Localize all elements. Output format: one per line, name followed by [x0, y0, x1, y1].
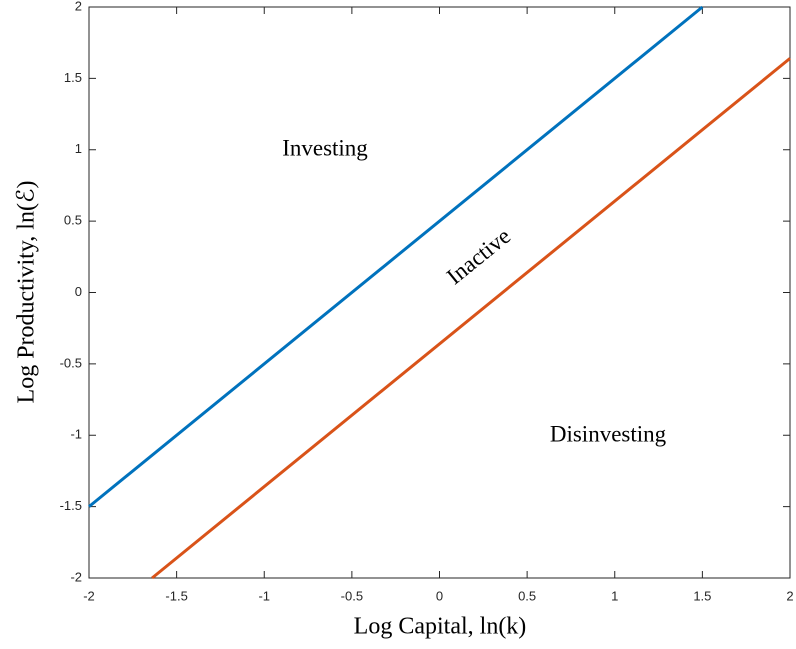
y-tick-label: 1.5 — [64, 70, 82, 85]
y-tick-label: -2 — [70, 569, 82, 584]
y-tick-label: 0.5 — [64, 213, 82, 228]
y-tick-label: -1 — [70, 427, 82, 442]
y-axis-label: Log Productivity, ln(ℰ) — [14, 181, 40, 404]
x-tick-label: -0.5 — [341, 588, 363, 603]
x-tick-label: 0.5 — [518, 588, 536, 603]
x-tick-label: 1.5 — [693, 588, 711, 603]
y-tick-label: 0 — [75, 284, 82, 299]
x-tick-label: 2 — [786, 588, 793, 603]
line — [88, 5, 704, 508]
annotation: Disinvesting — [550, 421, 667, 446]
x-tick-label: -2 — [83, 588, 95, 603]
x-tick-label: 1 — [611, 588, 618, 603]
annotation: Investing — [282, 135, 368, 160]
x-axis-label: Log Capital, ln(k) — [354, 614, 527, 640]
plot-frame — [88, 6, 791, 579]
x-tick-label: 0 — [436, 588, 443, 603]
y-tick-label: -0.5 — [60, 355, 82, 370]
y-tick-label: 1 — [75, 141, 82, 156]
line — [151, 57, 791, 580]
y-tick-label: 2 — [75, 0, 82, 13]
x-tick-label: -1 — [258, 588, 270, 603]
x-tick-label: -1.5 — [165, 588, 187, 603]
y-tick-label: -1.5 — [60, 498, 82, 513]
